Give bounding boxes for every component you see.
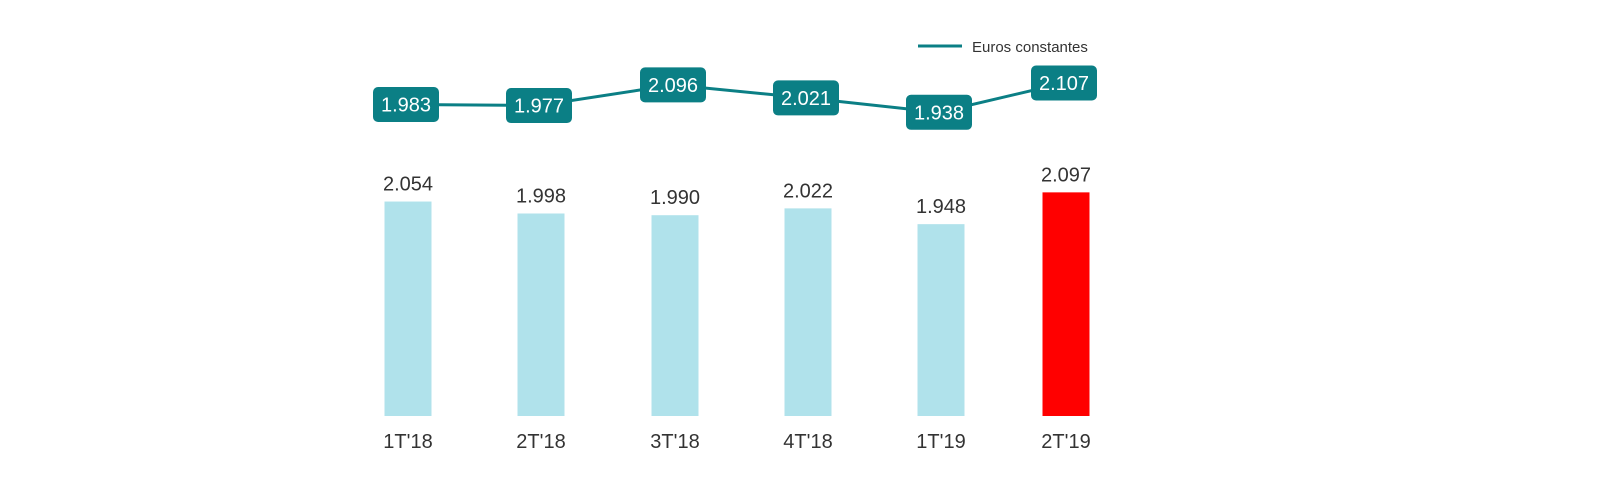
line-point-2: 1.977: [506, 88, 572, 124]
bar-value-label: 2.054: [383, 174, 433, 196]
line-value-label: 1.977: [514, 96, 564, 118]
line-point-6: 2.107: [1031, 65, 1097, 101]
x-tick-label: 2T'18: [516, 431, 565, 453]
line-point-1: 1.983: [373, 87, 439, 122]
line-value-box: [1031, 65, 1097, 101]
bar-1: [384, 201, 432, 416]
line-point-5: 1.938: [906, 94, 972, 130]
line-value-box: [906, 94, 972, 130]
bar-series: 2.054 1.998 1.990 2.022 1.948 2.097: [383, 164, 1091, 416]
line-value-label: 2.096: [648, 75, 698, 97]
line-value-label: 1.983: [381, 95, 431, 117]
bar-2: [517, 213, 565, 416]
legend: Euros constantes: [918, 39, 1088, 56]
x-tick-label: 1T'19: [916, 431, 965, 453]
line-point-3: 2.096: [640, 67, 706, 103]
x-tick-label: 3T'18: [650, 431, 699, 453]
line-value-box: [640, 67, 706, 103]
line-series: 1.983 1.977 2.096 2.021 1.938 2.107: [373, 65, 1097, 130]
line-value-box: [506, 88, 572, 124]
legend-label: Euros constantes: [972, 39, 1088, 56]
bar-value-label: 1.998: [516, 185, 566, 207]
line-value-box: [373, 87, 439, 122]
bar-value-label: 1.948: [916, 196, 966, 218]
bar-value-label: 2.097: [1041, 164, 1091, 186]
x-axis: 1T'18 2T'18 3T'18 4T'18 1T'19 2T'19: [383, 431, 1090, 453]
line-value-label: 1.938: [914, 102, 964, 124]
x-tick-label: 2T'19: [1041, 431, 1090, 453]
x-tick-label: 4T'18: [783, 431, 832, 453]
line-value-label: 2.107: [1039, 73, 1089, 95]
x-tick-label: 1T'18: [383, 431, 432, 453]
line-value-box: [773, 80, 839, 116]
line-point-4: 2.021: [773, 80, 839, 116]
bar-6: [1042, 192, 1090, 416]
bar-4: [784, 208, 832, 416]
bar-3: [651, 215, 699, 416]
bar-5: [917, 224, 965, 416]
line-value-label: 2.021: [781, 88, 831, 110]
bar-value-label: 1.990: [650, 187, 700, 209]
bar-value-label: 2.022: [783, 180, 833, 202]
